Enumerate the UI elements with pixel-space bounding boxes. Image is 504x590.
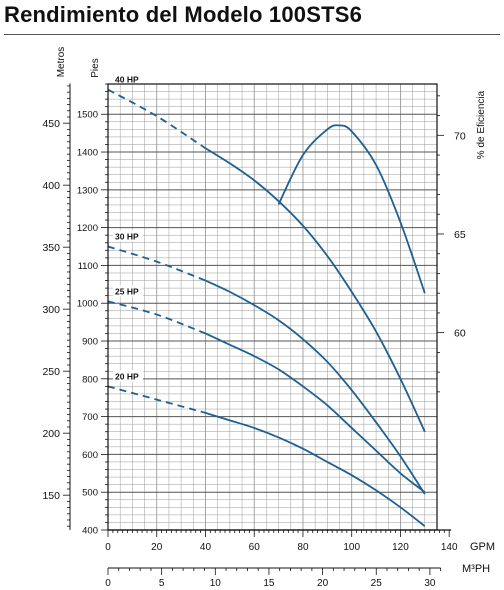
series-label-20-hp: 20 HP — [115, 371, 139, 381]
curve-dashed-40-hp — [107, 88, 206, 150]
curve-20-hp — [205, 411, 426, 527]
chart-title: Rendimiento del Modelo 100STS6 — [4, 2, 363, 27]
gpm-tick-label: 20 — [151, 542, 163, 553]
meters-tick-label: 450 — [42, 118, 60, 130]
series-label-25-hp: 25 HP — [115, 286, 139, 296]
gpm-axis-label: GPM — [470, 541, 495, 553]
curve-40-hp — [205, 147, 426, 433]
m3ph-tick-label: 5 — [159, 578, 165, 589]
feet-tick-label: 800 — [82, 374, 98, 385]
grid — [108, 83, 437, 530]
title-divider — [4, 34, 500, 35]
gpm-tick-label: 100 — [343, 542, 360, 553]
feet-tick-label: 700 — [82, 412, 98, 423]
curve-dashed-30-hp — [107, 245, 206, 282]
feet-tick-label: 600 — [82, 450, 98, 461]
efficiency-tick-label: 65 — [454, 229, 466, 241]
m3ph-tick-label: 20 — [317, 578, 329, 589]
series-label-40-hp: 40 HP — [115, 75, 139, 85]
feet-tick-label: 1400 — [77, 148, 98, 159]
feet-tick-label: 1500 — [77, 110, 98, 121]
series-label-bg — [113, 230, 143, 242]
curves: 40 HP 30 HP 25 HP 20 HP — [107, 73, 426, 527]
curve-dashed-20-hp — [107, 385, 206, 414]
curve-dashed-25-hp — [107, 300, 206, 335]
feet-tick-label: 500 — [82, 488, 98, 499]
series-label-bg — [113, 285, 143, 297]
gpm-tick-label: 60 — [249, 542, 261, 553]
m3ph-tick-label: 0 — [105, 578, 111, 589]
curve-25-hp — [205, 332, 426, 493]
efficiency-tick-label: 70 — [454, 130, 466, 142]
feet-tick-label: 1100 — [78, 261, 98, 272]
efficiency-axis-label: % de Eficiencia — [476, 90, 487, 159]
feet-tick-label: 400 — [82, 526, 98, 537]
m3ph-tick-label: 30 — [424, 578, 436, 589]
meters-tick-label: 350 — [42, 242, 60, 254]
gpm-tick-label: 120 — [392, 542, 409, 553]
feet-tick-label: 1200 — [77, 223, 98, 234]
m3ph-tick-label: 15 — [263, 578, 275, 589]
curve-efficiency — [277, 124, 426, 294]
efficiency-tick-label: 60 — [454, 328, 466, 340]
feet-axis-label: Pies — [90, 58, 101, 77]
gpm-tick-label: 40 — [200, 542, 212, 553]
m3ph-axis-label: M³PH — [462, 563, 490, 575]
meters-tick-label: 250 — [42, 366, 60, 378]
feet-tick-label: 900 — [82, 337, 98, 348]
plot-frame — [107, 83, 438, 531]
feet-tick-label: 1300 — [77, 185, 98, 196]
axis-labels: 0 20 40 60 80 100 120 140 GPM 0 5 10 15 20 25 30 M³PH 400… — [42, 47, 495, 589]
m3ph-tick-label: 25 — [371, 578, 383, 589]
series-label-30-hp: 30 HP — [115, 232, 139, 242]
series-label-bg — [113, 370, 143, 382]
series-label-bg — [113, 73, 143, 85]
meters-axis-label: Metros — [56, 47, 67, 78]
axes — [63, 83, 452, 575]
meters-tick-label: 300 — [42, 304, 60, 316]
meters-tick-label: 400 — [42, 180, 60, 192]
gpm-tick-label: 140 — [441, 542, 458, 553]
meters-tick-label: 200 — [42, 428, 60, 440]
gpm-tick-label: 0 — [105, 542, 111, 553]
feet-tick-label: 1000 — [77, 299, 98, 310]
gpm-tick-label: 80 — [297, 542, 309, 553]
m3ph-tick-label: 10 — [210, 578, 222, 589]
meters-tick-label: 150 — [42, 490, 60, 502]
curve-30-hp — [205, 279, 426, 495]
